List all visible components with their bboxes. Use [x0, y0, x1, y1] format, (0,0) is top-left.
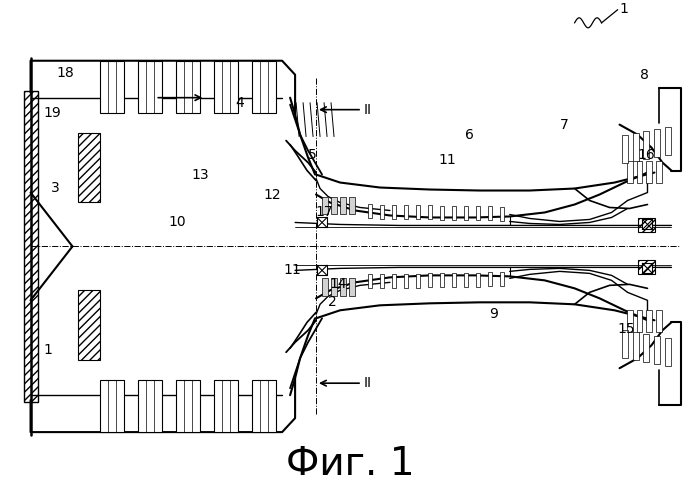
- Bar: [464, 206, 468, 220]
- Text: Фиг. 1: Фиг. 1: [286, 445, 415, 483]
- Bar: [428, 274, 432, 287]
- Bar: [317, 265, 327, 276]
- Bar: [322, 196, 328, 215]
- Bar: [665, 126, 672, 154]
- Text: 11: 11: [283, 263, 301, 277]
- Bar: [380, 205, 384, 218]
- Text: 8: 8: [640, 68, 649, 82]
- Bar: [404, 274, 408, 288]
- Bar: [642, 219, 652, 229]
- Bar: [340, 196, 346, 215]
- Bar: [331, 278, 337, 296]
- Bar: [621, 135, 628, 162]
- Bar: [368, 275, 372, 288]
- Bar: [349, 278, 355, 296]
- Text: 18: 18: [57, 66, 74, 80]
- Bar: [138, 61, 162, 113]
- Bar: [476, 273, 480, 286]
- Bar: [440, 206, 444, 219]
- Text: 6: 6: [466, 127, 474, 142]
- Bar: [654, 336, 661, 364]
- Bar: [637, 160, 642, 183]
- Bar: [488, 207, 492, 220]
- Text: 7: 7: [561, 118, 569, 132]
- Text: 12: 12: [264, 187, 281, 202]
- Bar: [440, 273, 444, 287]
- Bar: [416, 205, 420, 219]
- Text: 19: 19: [43, 106, 62, 120]
- Text: 5: 5: [308, 148, 317, 161]
- Bar: [637, 218, 656, 232]
- Bar: [349, 196, 355, 215]
- Text: 9: 9: [489, 308, 498, 321]
- Text: II: II: [364, 376, 372, 390]
- Bar: [380, 274, 384, 288]
- Bar: [500, 207, 504, 221]
- Bar: [404, 205, 408, 219]
- Bar: [214, 61, 238, 113]
- Bar: [637, 310, 642, 332]
- Bar: [656, 160, 663, 183]
- Bar: [368, 205, 372, 218]
- Text: 17: 17: [315, 206, 333, 219]
- Bar: [633, 332, 638, 360]
- Bar: [452, 206, 456, 220]
- Bar: [665, 338, 672, 366]
- Bar: [138, 380, 162, 432]
- Bar: [637, 260, 656, 275]
- Bar: [633, 133, 638, 160]
- Text: 1: 1: [43, 343, 52, 357]
- Text: 1: 1: [619, 2, 628, 16]
- Bar: [452, 273, 456, 287]
- Bar: [642, 263, 652, 274]
- Bar: [78, 133, 101, 203]
- Bar: [626, 160, 633, 183]
- Bar: [317, 217, 327, 227]
- Bar: [644, 334, 649, 362]
- Text: 3: 3: [51, 181, 60, 194]
- Text: 4: 4: [236, 95, 245, 110]
- Text: 11: 11: [438, 153, 456, 167]
- Bar: [78, 290, 101, 360]
- Text: II: II: [364, 103, 372, 117]
- Bar: [392, 205, 396, 219]
- Bar: [626, 310, 633, 332]
- Bar: [24, 91, 38, 402]
- Bar: [252, 61, 276, 113]
- Bar: [654, 128, 661, 156]
- Bar: [331, 196, 337, 215]
- Bar: [101, 380, 124, 432]
- Bar: [101, 61, 124, 113]
- Text: 2: 2: [328, 295, 336, 309]
- Bar: [647, 310, 652, 332]
- Bar: [392, 274, 396, 288]
- Bar: [476, 206, 480, 220]
- Bar: [500, 272, 504, 286]
- Bar: [322, 278, 328, 296]
- Text: 14: 14: [329, 277, 347, 291]
- Bar: [488, 273, 492, 286]
- Bar: [214, 380, 238, 432]
- Bar: [656, 310, 663, 332]
- Bar: [252, 380, 276, 432]
- Bar: [416, 274, 420, 287]
- Bar: [340, 278, 346, 296]
- Bar: [176, 380, 200, 432]
- Text: 16: 16: [637, 148, 656, 161]
- Text: 10: 10: [168, 215, 186, 229]
- Bar: [621, 330, 628, 358]
- Text: 13: 13: [192, 168, 209, 182]
- Bar: [464, 273, 468, 287]
- Bar: [647, 160, 652, 183]
- Bar: [644, 130, 649, 158]
- Bar: [428, 206, 432, 219]
- Text: 15: 15: [618, 322, 635, 336]
- Bar: [176, 61, 200, 113]
